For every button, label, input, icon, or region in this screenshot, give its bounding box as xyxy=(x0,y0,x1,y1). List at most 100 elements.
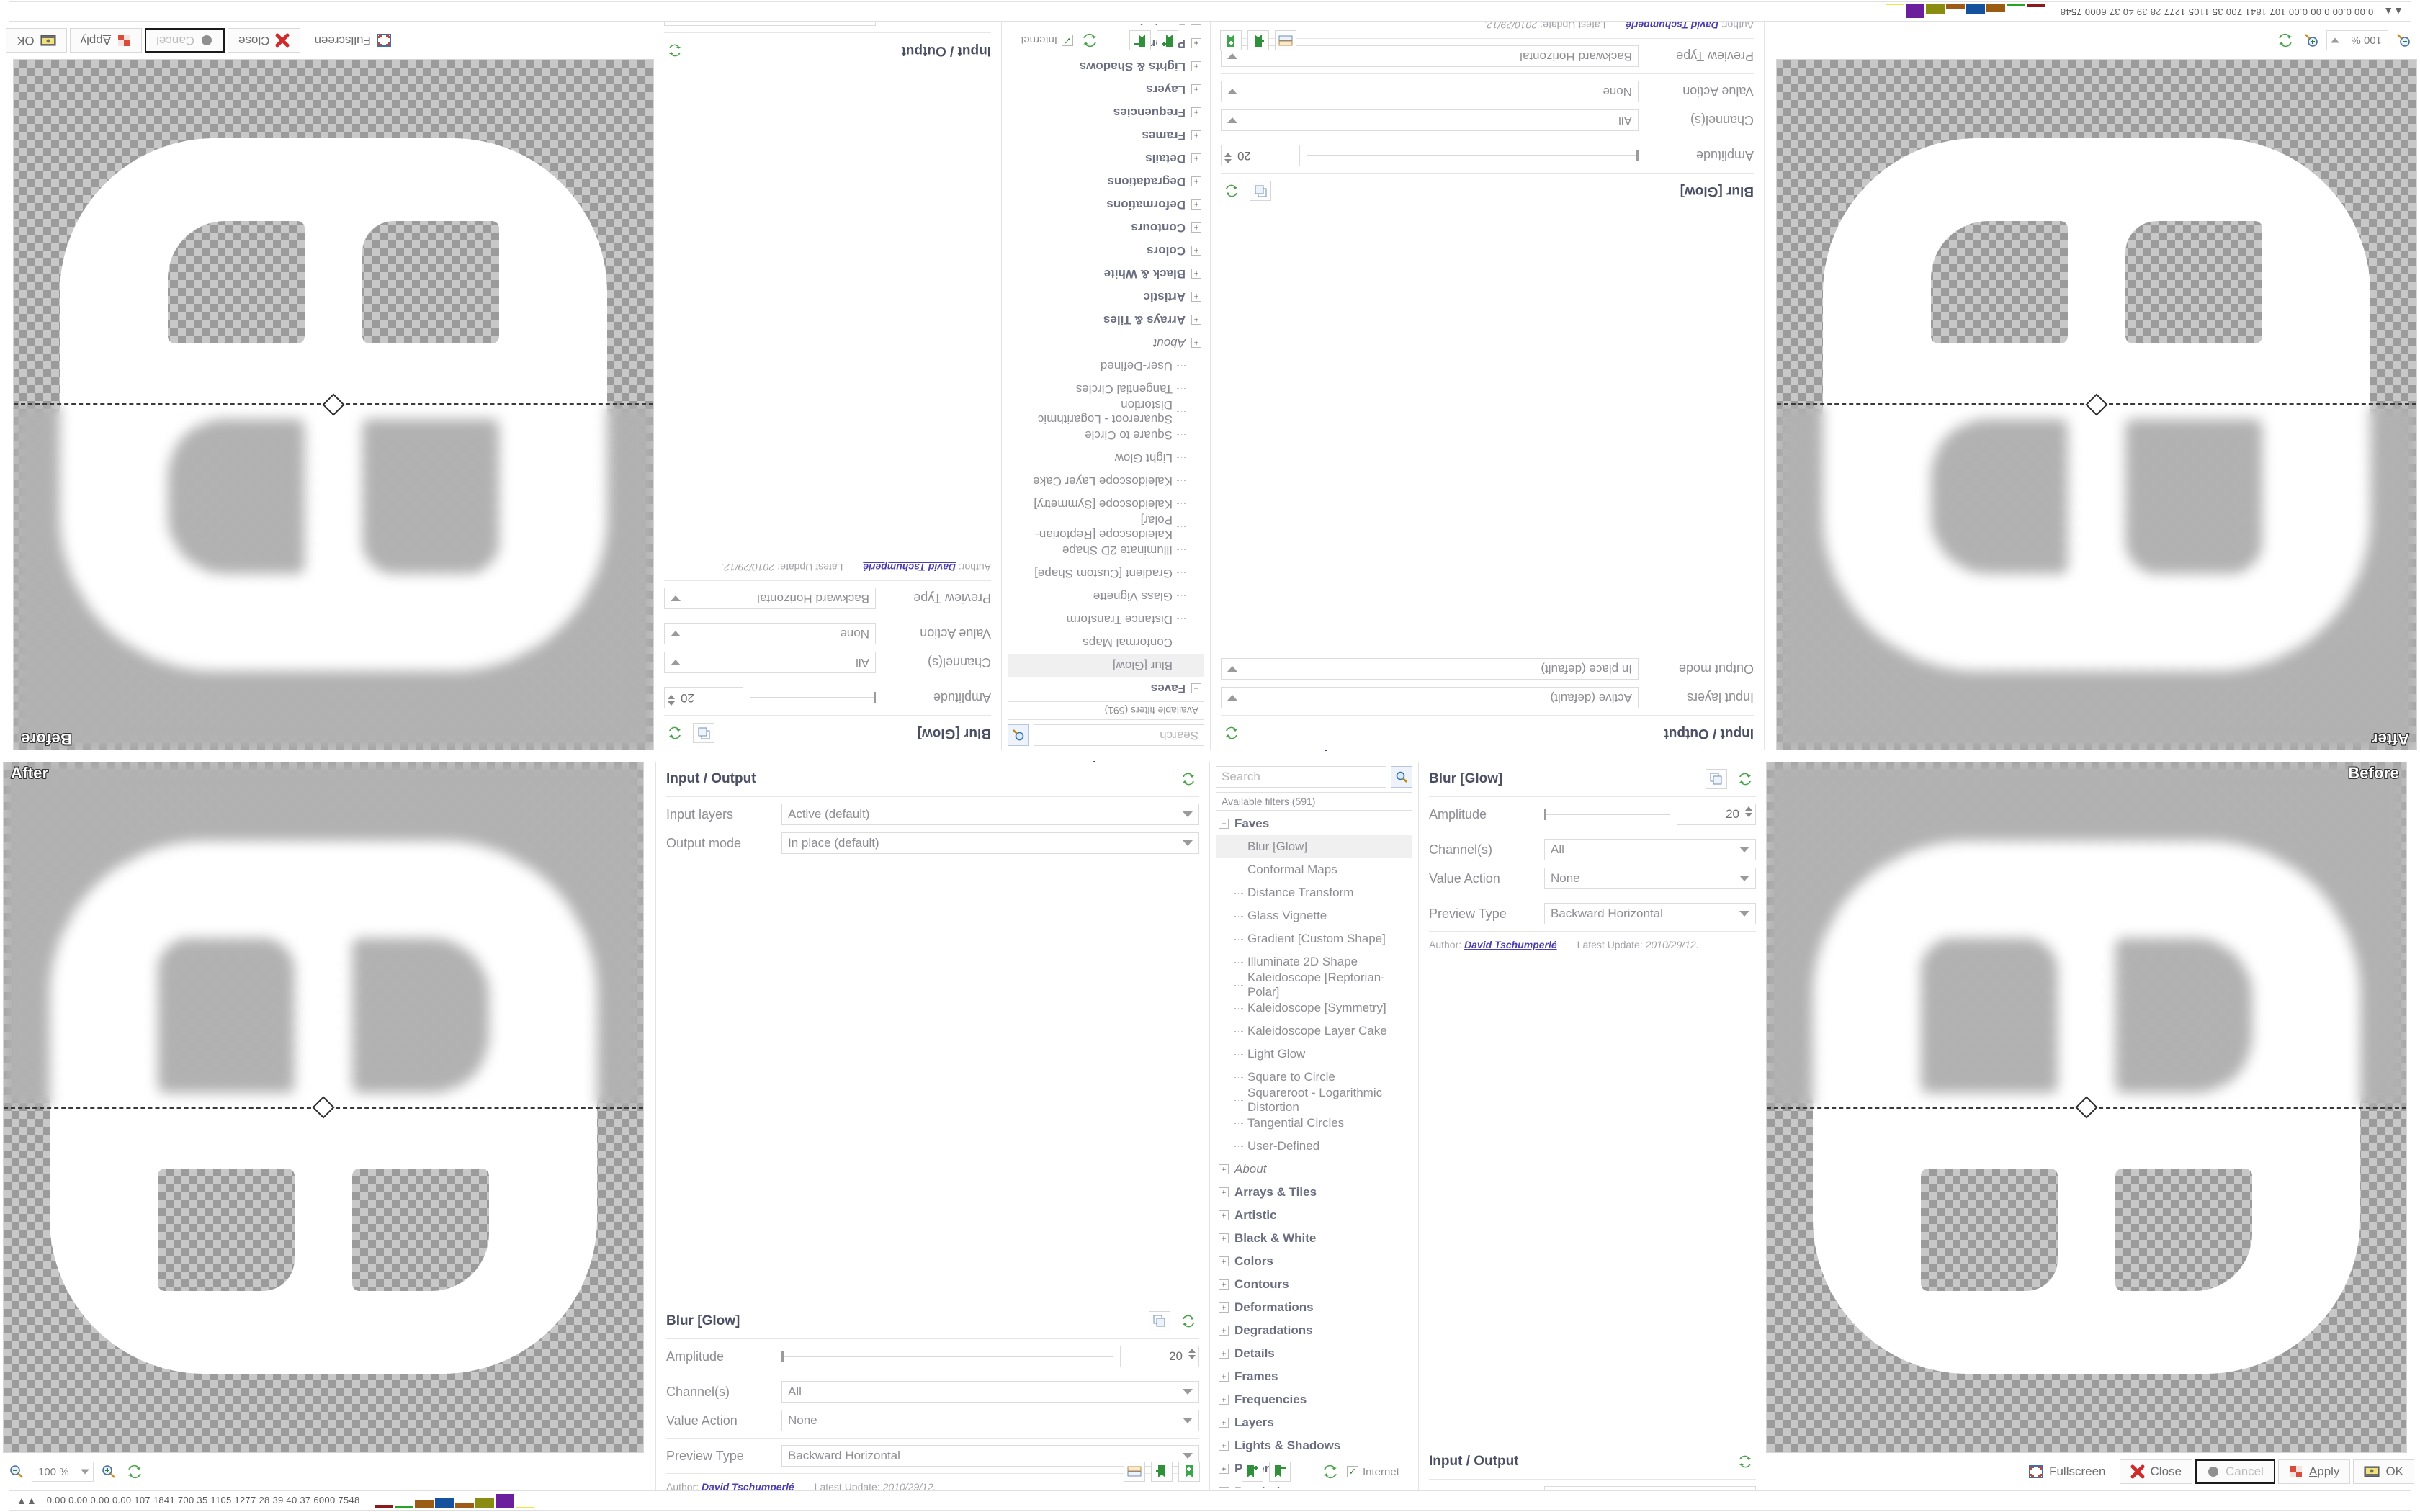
reset-icon[interactable] xyxy=(1734,769,1756,789)
add-fave-icon[interactable] xyxy=(1157,30,1178,50)
internet-checkbox[interactable]: ✓ Internet xyxy=(1347,1466,1399,1478)
expand-toggle-icon[interactable]: + xyxy=(1191,153,1201,163)
export-fave-icon[interactable] xyxy=(1220,30,1242,50)
ok-button[interactable]: OK xyxy=(6,28,67,53)
filter-item[interactable]: Square to Circle xyxy=(1008,423,1204,446)
remove-fave-icon[interactable] xyxy=(1129,30,1151,50)
preview-pane-before[interactable]: Before xyxy=(13,59,654,750)
expand-toggle-icon[interactable]: + xyxy=(1191,84,1201,94)
cancel-button[interactable]: Cancel xyxy=(2195,1459,2275,1484)
tree-group-faves[interactable]: − Faves xyxy=(1008,677,1204,700)
preview-pane-before[interactable]: Before xyxy=(1766,762,2407,1453)
tree-group-deformations[interactable]: + Deformations xyxy=(1008,193,1204,216)
value-action-select[interactable]: None xyxy=(664,623,876,644)
copy-parameters-icon[interactable] xyxy=(1250,181,1271,201)
filter-item[interactable]: Blur [Glow] xyxy=(1216,835,1412,858)
stepper-arrows-icon[interactable] xyxy=(668,695,675,706)
filter-item[interactable]: Kaleidoscope [Reptorian-Polar] xyxy=(1008,513,1204,541)
stepper-arrows-icon[interactable] xyxy=(1188,1349,1196,1359)
output-mode-select[interactable]: In place (default) xyxy=(1221,658,1639,680)
amplitude-stepper[interactable]: 20 xyxy=(1221,145,1300,166)
expand-toggle-icon[interactable]: + xyxy=(1191,269,1201,279)
rename-fave-icon[interactable] xyxy=(1124,1462,1145,1482)
fullscreen-button[interactable]: Fullscreen xyxy=(2018,1459,2116,1484)
reset-icon[interactable] xyxy=(664,723,686,743)
close-button[interactable]: Close xyxy=(2119,1459,2192,1484)
expand-toggle-icon[interactable]: + xyxy=(1191,107,1201,117)
filter-item[interactable]: Illuminate 2D Shape xyxy=(1216,950,1412,973)
expand-toggle-icon[interactable]: + xyxy=(1191,338,1201,348)
tree-group-frames[interactable]: + Frames xyxy=(1008,124,1204,147)
tree-group-arrays-tiles[interactable]: + Arrays & Tiles xyxy=(1008,308,1204,331)
filter-item[interactable]: Kaleidoscope [Symmetry] xyxy=(1008,492,1204,516)
filter-item[interactable]: Glass Vignette xyxy=(1008,585,1204,608)
tree-group-about[interactable]: + About xyxy=(1216,1158,1412,1181)
filter-item[interactable]: Gradient [Custom Shape] xyxy=(1008,562,1204,585)
collapse-toggle-icon[interactable]: − xyxy=(1191,683,1201,693)
tree-group-degradations[interactable]: + Degradations xyxy=(1216,1319,1412,1342)
tree-group-deformations[interactable]: + Deformations xyxy=(1216,1296,1412,1319)
rename-fave-icon[interactable] xyxy=(1275,30,1296,50)
add-fave-icon[interactable] xyxy=(1242,1462,1263,1482)
import-fave-icon[interactable] xyxy=(1151,1462,1173,1482)
tree-group-black-white[interactable]: + Black & White xyxy=(1216,1227,1412,1250)
tree-group-details[interactable]: + Details xyxy=(1216,1342,1412,1365)
copy-parameters-icon[interactable] xyxy=(1706,769,1727,789)
filter-item[interactable]: Gradient [Custom Shape] xyxy=(1216,927,1412,950)
tree-group-details[interactable]: + Details xyxy=(1008,147,1204,170)
expand-toggle-icon[interactable]: + xyxy=(1191,199,1201,210)
filter-item[interactable]: User-Defined xyxy=(1008,354,1204,377)
tree-group-frequencies[interactable]: + Frequencies xyxy=(1008,101,1204,124)
expand-toggle-icon[interactable]: + xyxy=(1191,176,1201,186)
filter-item[interactable]: Tangential Circles xyxy=(1216,1112,1412,1135)
channels-select[interactable]: All xyxy=(1221,109,1639,131)
filter-item[interactable]: Distance Transform xyxy=(1008,608,1204,631)
expand-toggle-icon[interactable]: + xyxy=(1191,246,1201,256)
export-fave-icon[interactable] xyxy=(1178,1462,1200,1482)
author-link[interactable]: David Tschumperlé xyxy=(863,562,956,573)
reset-icon[interactable] xyxy=(664,40,686,60)
preview-type-select[interactable]: Backward Horizontal xyxy=(664,588,876,609)
refresh-filters-icon[interactable] xyxy=(1319,1462,1341,1482)
zoom-in-icon[interactable] xyxy=(2300,30,2322,50)
filter-item[interactable]: Conformal Maps xyxy=(1216,858,1412,881)
reset-zoom-icon[interactable] xyxy=(124,1462,145,1482)
value-action-select[interactable]: None xyxy=(1221,81,1639,102)
tree-group-colors[interactable]: + Colors xyxy=(1216,1250,1412,1273)
remove-fave-icon[interactable] xyxy=(1269,1462,1291,1482)
cancel-button[interactable]: Cancel xyxy=(145,28,225,53)
filter-item[interactable]: Blur [Glow] xyxy=(1008,654,1204,677)
expand-toggle-icon[interactable]: + xyxy=(1191,130,1201,140)
tree-group-frames[interactable]: + Frames xyxy=(1216,1365,1412,1388)
input-layers-select[interactable]: Active (default) xyxy=(781,804,1199,825)
channels-select[interactable]: All xyxy=(664,652,876,673)
search-input[interactable]: Search xyxy=(1034,724,1204,746)
tree-group-degradations[interactable]: + Degradations xyxy=(1008,170,1204,193)
tree-group-lights-shadows[interactable]: + Lights & Shadows xyxy=(1216,1434,1412,1457)
zoom-level-select[interactable]: 100 % xyxy=(2326,30,2388,50)
value-action-select[interactable]: None xyxy=(781,1410,1199,1431)
tree-group-lights-shadows[interactable]: + Lights & Shadows xyxy=(1008,55,1204,78)
filter-item[interactable]: Conformal Maps xyxy=(1008,631,1204,654)
preview-pane-after[interactable]: After xyxy=(1776,59,2417,750)
filter-item[interactable]: Square to Circle xyxy=(1216,1066,1412,1089)
filter-item[interactable]: Light Glow xyxy=(1008,446,1204,469)
preview-type-select[interactable]: Backward Horizontal xyxy=(1544,903,1756,924)
filter-tree[interactable]: − Faves Blur [Glow] Conformal Maps Distanc… xyxy=(1008,6,1204,750)
stepper-arrows-icon[interactable] xyxy=(1745,806,1752,817)
apply-button[interactable]: Apply xyxy=(69,28,143,53)
ok-button[interactable]: OK xyxy=(2353,1459,2414,1484)
internet-checkbox[interactable]: ✓ Internet xyxy=(1021,35,1073,47)
value-action-select[interactable]: None xyxy=(1544,868,1756,889)
filter-item[interactable]: Kaleidoscope Layer Cake xyxy=(1008,469,1204,492)
filter-item[interactable]: Squareroot - Logarithmic Distortion xyxy=(1216,1086,1412,1114)
reset-icon[interactable] xyxy=(1221,723,1242,743)
filter-tree[interactable]: − Faves Blur [Glow] Conformal Maps Distanc… xyxy=(1216,762,1412,1506)
close-button[interactable]: Close xyxy=(228,28,301,53)
tree-group-layers[interactable]: + Layers xyxy=(1216,1411,1412,1434)
amplitude-slider[interactable] xyxy=(750,687,876,708)
amplitude-stepper[interactable]: 20 xyxy=(664,687,743,708)
amplitude-stepper[interactable]: 20 xyxy=(1120,1346,1199,1367)
filter-item[interactable]: Tangential Circles xyxy=(1008,377,1204,400)
import-fave-icon[interactable] xyxy=(1247,30,1269,50)
